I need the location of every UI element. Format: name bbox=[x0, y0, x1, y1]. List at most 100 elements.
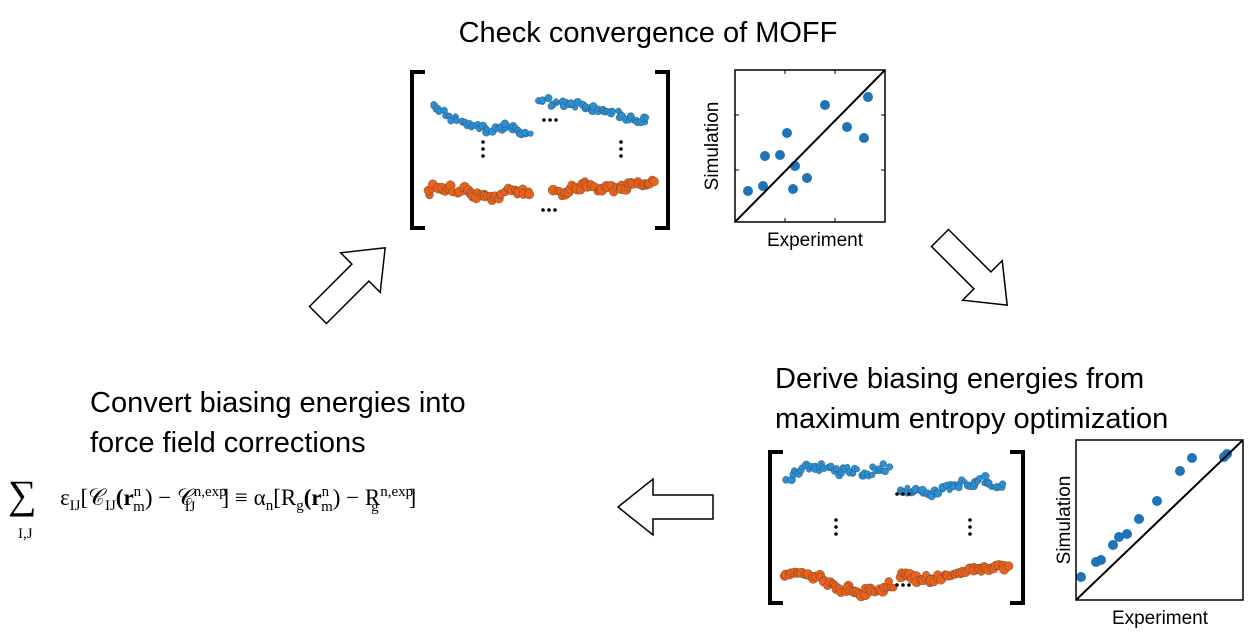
eq-part: (r bbox=[304, 485, 322, 510]
scatter-point bbox=[842, 122, 852, 132]
bead bbox=[981, 472, 990, 481]
ellipsis-dot bbox=[968, 532, 972, 536]
step-title: Check convergence of MOFF bbox=[459, 17, 838, 49]
scatter-point bbox=[820, 100, 830, 110]
ellipsis-dot bbox=[968, 525, 972, 529]
sum-index: I,J bbox=[18, 526, 33, 542]
axis-label: Experiment bbox=[767, 230, 864, 251]
ellipsis-dot bbox=[547, 208, 551, 212]
bead bbox=[521, 128, 529, 136]
axis-label: Experiment bbox=[1112, 608, 1209, 629]
scatter-point bbox=[1122, 529, 1132, 539]
scatter-point bbox=[863, 92, 873, 102]
bead bbox=[553, 98, 559, 104]
bead bbox=[649, 176, 659, 187]
eq-part: IJ bbox=[105, 498, 116, 514]
eq-part: IJ bbox=[70, 498, 81, 514]
eq-part: n,exp bbox=[380, 484, 413, 500]
axis-label: Simulation bbox=[702, 102, 723, 191]
ellipsis-dot bbox=[541, 208, 545, 212]
axis-label: Simulation bbox=[1054, 476, 1075, 565]
scatter-point bbox=[743, 186, 753, 196]
diagonal bbox=[734, 69, 886, 223]
bead bbox=[934, 489, 942, 498]
bracket bbox=[655, 70, 670, 230]
scatter-point bbox=[1076, 572, 1086, 582]
ellipsis-dot bbox=[834, 525, 838, 529]
ellipsis-dot bbox=[895, 583, 899, 587]
eq-part: [𝒞 bbox=[81, 485, 108, 510]
bead bbox=[881, 467, 889, 476]
scatter-point bbox=[1096, 555, 1106, 565]
bead bbox=[904, 484, 911, 491]
ellipsis-dot bbox=[834, 532, 838, 536]
bracket bbox=[1010, 450, 1025, 605]
ellipsis-dot bbox=[901, 492, 905, 496]
bracket bbox=[410, 70, 425, 230]
arrow bbox=[616, 477, 714, 537]
bead bbox=[500, 119, 510, 128]
bead bbox=[869, 471, 876, 479]
equation: εIJ[𝒞IJ(rn m) − 𝒞n,exp IJ] ≡ αn[Rg(rn m) − … bbox=[60, 484, 416, 515]
scatter-point bbox=[1152, 496, 1162, 506]
ellipsis-dot bbox=[895, 492, 899, 496]
ellipsis-dot bbox=[907, 583, 911, 587]
eq-part: (r bbox=[116, 485, 134, 510]
step-title: maximum entropy optimization bbox=[775, 403, 1168, 435]
diagonal bbox=[1075, 439, 1244, 601]
ellipsis-dot bbox=[619, 140, 623, 144]
eq-part: n bbox=[322, 484, 330, 500]
arrow bbox=[308, 246, 387, 325]
step-title: Derive biasing energies from bbox=[775, 363, 1144, 395]
scatter-point bbox=[859, 133, 869, 143]
bead bbox=[954, 483, 963, 492]
eq-part: [R bbox=[273, 485, 297, 510]
bead bbox=[879, 460, 887, 468]
bead bbox=[544, 94, 553, 102]
bead bbox=[854, 466, 861, 473]
scatter-point bbox=[1108, 540, 1118, 550]
eq-part: n,exp bbox=[194, 484, 227, 500]
eq-part: IJ bbox=[185, 499, 196, 515]
ellipsis-dot bbox=[834, 518, 838, 522]
eq-part: g bbox=[371, 499, 379, 515]
scatter-point bbox=[782, 128, 792, 138]
eq-part: ] bbox=[409, 485, 417, 510]
step-title: force field corrections bbox=[90, 427, 366, 459]
bead bbox=[999, 480, 1007, 488]
bead bbox=[642, 114, 650, 121]
ellipsis-dot bbox=[907, 492, 911, 496]
eq-part: g bbox=[296, 498, 304, 514]
ellipsis-dot bbox=[901, 583, 905, 587]
eq-part: ] ≡ α bbox=[222, 485, 266, 510]
ellipsis-dot bbox=[619, 154, 623, 158]
scatter-point bbox=[760, 151, 770, 161]
bead bbox=[833, 465, 840, 472]
eq-part: n bbox=[266, 498, 274, 514]
bead bbox=[886, 463, 894, 471]
ellipsis-dot bbox=[548, 118, 552, 122]
ellipsis-dot bbox=[968, 518, 972, 522]
eq-part: m bbox=[321, 499, 333, 515]
scatter-point bbox=[1114, 532, 1124, 542]
arrow bbox=[930, 228, 1009, 307]
ellipsis-dot bbox=[542, 118, 546, 122]
plot-frame bbox=[1075, 439, 1244, 601]
eq-part: ) − R bbox=[333, 485, 381, 510]
eq-part: ε bbox=[60, 485, 70, 510]
ellipsis-dot bbox=[481, 154, 485, 158]
bead bbox=[1004, 561, 1014, 571]
ellipsis-dot bbox=[553, 208, 557, 212]
ellipsis-dot bbox=[619, 147, 623, 151]
step-title: Convert biasing energies into bbox=[90, 387, 466, 419]
ellipsis-dot bbox=[554, 118, 558, 122]
scatter-point bbox=[802, 173, 812, 183]
ellipsis-dot bbox=[481, 147, 485, 151]
scatter-point bbox=[775, 150, 785, 160]
ellipsis-dot bbox=[481, 140, 485, 144]
bead bbox=[610, 108, 617, 115]
scatter-point bbox=[758, 181, 768, 191]
bead bbox=[547, 102, 555, 110]
eq-part: m bbox=[133, 499, 145, 515]
